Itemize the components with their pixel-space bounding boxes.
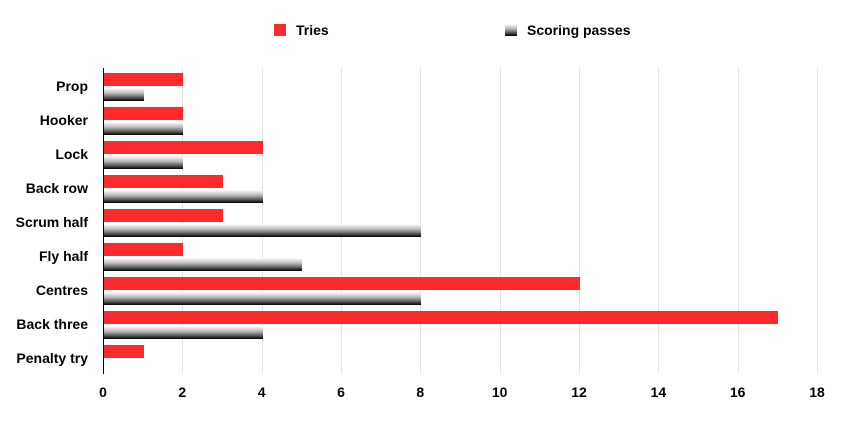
gridline (658, 68, 660, 374)
bar-scoring-passes (104, 224, 422, 237)
category-label: Lock (55, 146, 88, 162)
gridline (261, 68, 263, 374)
y-axis-line (103, 68, 104, 374)
category-label: Back row (25, 180, 88, 196)
bar-scoring-passes (104, 122, 184, 135)
x-tick-label: 16 (729, 384, 746, 400)
bar-tries (104, 141, 263, 154)
x-tick-label: 12 (571, 384, 587, 400)
gridline (579, 68, 580, 374)
gridline (817, 68, 818, 374)
category-label: Prop (56, 78, 88, 94)
category-label: Back three (16, 316, 88, 332)
gridline (499, 68, 501, 374)
legend-item-tries: Tries (274, 22, 329, 38)
gridline (341, 68, 342, 374)
gridline (420, 68, 422, 374)
category-label: Fly half (38, 248, 88, 264)
gridline (737, 68, 739, 374)
bar-tries (104, 311, 779, 324)
legend-swatch-red-icon (274, 24, 286, 36)
bar-scoring-passes (104, 190, 263, 203)
category-label: Penalty try (16, 350, 88, 366)
x-tick-label: 14 (650, 384, 667, 400)
legend-item-scoring-passes: Scoring passes (505, 22, 631, 38)
bar-tries (104, 175, 223, 188)
bar-tries (104, 277, 580, 290)
bar-scoring-passes (104, 156, 184, 169)
legend-label-scoring-passes: Scoring passes (527, 22, 631, 38)
x-tick-label: 18 (809, 384, 825, 400)
bar-scoring-passes (104, 258, 303, 271)
category-label: Scrum half (15, 214, 88, 230)
x-tick-label: 10 (491, 384, 508, 400)
bar-tries (104, 107, 184, 120)
bar-tries (104, 243, 184, 256)
bar-tries (104, 209, 223, 222)
bar-scoring-passes (104, 292, 422, 305)
x-tick-label: 0 (99, 384, 107, 400)
bar-tries (104, 73, 184, 86)
legend-label-tries: Tries (296, 22, 329, 38)
category-label: Centres (35, 282, 88, 298)
x-tick-label: 2 (178, 384, 187, 400)
bar-tries (104, 345, 144, 358)
x-tick-label: 8 (416, 384, 425, 400)
bar-scoring-passes (104, 326, 263, 339)
legend-swatch-gray-icon (505, 24, 517, 36)
category-label: Hooker (39, 112, 88, 128)
bar-scoring-passes (104, 88, 144, 101)
x-tick-label: 4 (257, 384, 266, 400)
x-tick-label: 6 (337, 384, 345, 400)
plot-area (103, 68, 818, 374)
